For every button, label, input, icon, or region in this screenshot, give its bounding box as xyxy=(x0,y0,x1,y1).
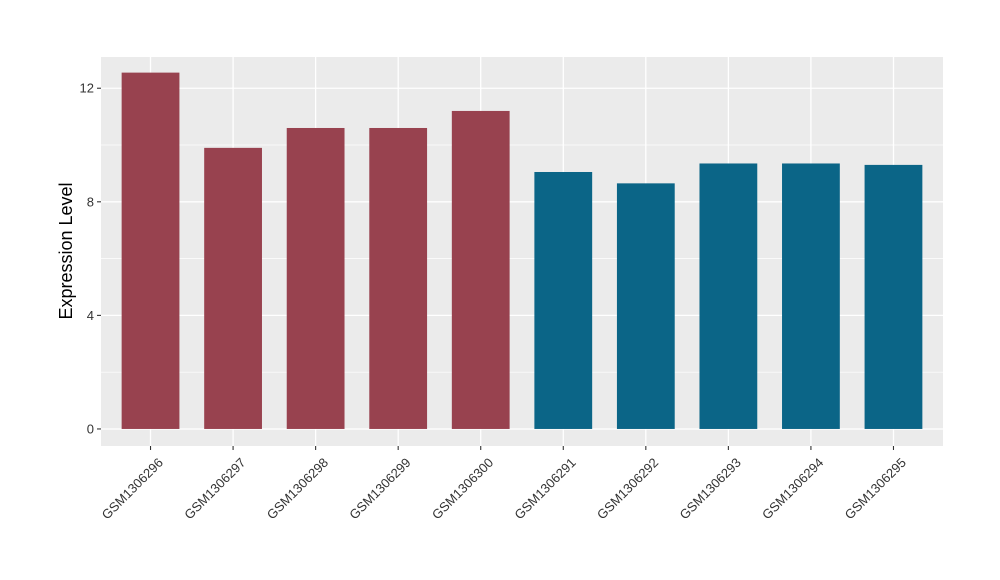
x-tick-label: GSM1306293 xyxy=(677,455,744,522)
y-tick-label: 0 xyxy=(87,421,94,436)
x-tick-label: GSM1306295 xyxy=(842,455,909,522)
x-tick-label: GSM1306291 xyxy=(511,455,578,522)
bar-GSM1306294 xyxy=(782,163,840,429)
x-axis: GSM1306296 GSM1306297 GSM1306298 GSM1306299… xyxy=(99,446,909,522)
y-tick-label: 4 xyxy=(87,308,94,323)
x-tick-label: GSM1306298 xyxy=(264,455,331,522)
bar-GSM1306296 xyxy=(121,72,180,429)
y-axis-title: Expression Level xyxy=(56,182,76,319)
bar-GSM1306293 xyxy=(699,163,758,429)
x-tick-label: GSM1306297 xyxy=(181,455,248,522)
x-tick-label: GSM1306300 xyxy=(429,455,496,522)
bars xyxy=(121,72,923,429)
x-tick-label: GSM1306292 xyxy=(594,455,661,522)
bar-GSM1306298 xyxy=(286,127,345,429)
bar-GSM1306292 xyxy=(616,183,675,429)
bar-GSM1306291 xyxy=(534,171,593,429)
bar-GSM1306297 xyxy=(204,147,262,429)
y-axis: 0 4 8 12 xyxy=(80,81,101,436)
bar-GSM1306299 xyxy=(369,127,428,429)
x-tick-label: GSM1306294 xyxy=(759,455,826,522)
bar-GSM1306295 xyxy=(864,164,923,429)
y-tick-label: 8 xyxy=(87,194,94,209)
x-tick-label: GSM1306299 xyxy=(346,455,413,522)
bar-GSM1306300 xyxy=(451,110,510,429)
x-tick-label: GSM1306296 xyxy=(99,455,166,522)
y-tick-label: 12 xyxy=(80,81,94,96)
